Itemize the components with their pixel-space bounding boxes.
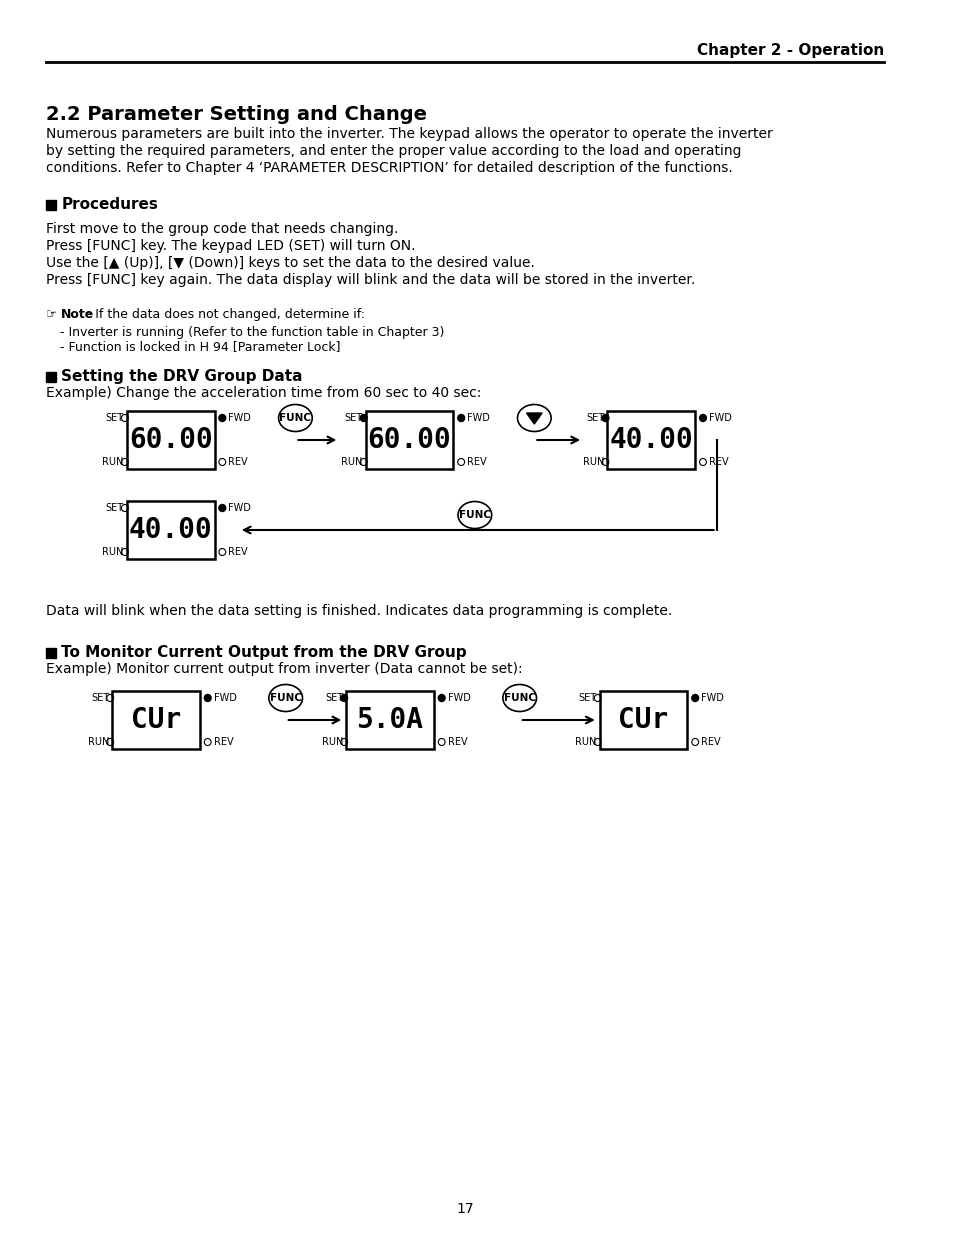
Text: RUN: RUN xyxy=(88,737,109,747)
Text: - Inverter is running (Refer to the function table in Chapter 3): - Inverter is running (Refer to the func… xyxy=(60,326,444,338)
Text: RUN: RUN xyxy=(582,457,604,467)
Text: Use the [▲ (Up)], [▼ (Down)] keys to set the data to the desired value.: Use the [▲ (Up)], [▼ (Down)] keys to set… xyxy=(46,256,534,270)
Text: FWD: FWD xyxy=(700,693,723,703)
Bar xyxy=(365,411,453,469)
Text: Press [FUNC] key. The keypad LED (SET) will turn ON.: Press [FUNC] key. The keypad LED (SET) w… xyxy=(46,240,415,253)
Bar xyxy=(127,501,214,559)
Text: SET: SET xyxy=(325,693,343,703)
Bar xyxy=(46,200,55,210)
Text: FUNC: FUNC xyxy=(503,693,536,703)
Text: RUN: RUN xyxy=(102,457,124,467)
Ellipse shape xyxy=(502,684,536,711)
Text: Numerous parameters are built into the inverter. The keypad allows the operator : Numerous parameters are built into the i… xyxy=(46,127,772,141)
Text: RUN: RUN xyxy=(321,737,343,747)
Text: 40.00: 40.00 xyxy=(609,426,693,454)
Ellipse shape xyxy=(278,405,312,431)
Polygon shape xyxy=(526,412,541,424)
Circle shape xyxy=(699,415,705,421)
Text: FUNC: FUNC xyxy=(458,510,491,520)
Text: SET: SET xyxy=(91,693,109,703)
Bar xyxy=(346,692,434,748)
Text: - Function is locked in H 94 [Parameter Lock]: - Function is locked in H 94 [Parameter … xyxy=(60,340,340,353)
Circle shape xyxy=(204,694,211,701)
Text: FWD: FWD xyxy=(228,412,251,424)
Bar xyxy=(112,692,200,748)
Text: To Monitor Current Output from the DRV Group: To Monitor Current Output from the DRV G… xyxy=(61,645,467,659)
Circle shape xyxy=(691,694,698,701)
Text: 40.00: 40.00 xyxy=(129,516,213,543)
Text: 17: 17 xyxy=(456,1202,474,1216)
Text: FWD: FWD xyxy=(708,412,731,424)
Text: FUNC: FUNC xyxy=(279,412,311,424)
Text: Data will blink when the data setting is finished. Indicates data programming is: Data will blink when the data setting is… xyxy=(46,604,671,618)
Text: by setting the required parameters, and enter the proper value according to the : by setting the required parameters, and … xyxy=(46,144,740,158)
Text: 60.00: 60.00 xyxy=(367,426,451,454)
Text: SET: SET xyxy=(586,412,604,424)
Text: SET: SET xyxy=(106,503,124,513)
Text: SET: SET xyxy=(344,412,362,424)
Text: CUr: CUr xyxy=(131,706,181,734)
Text: FWD: FWD xyxy=(213,693,236,703)
Text: REV: REV xyxy=(467,457,486,467)
Ellipse shape xyxy=(269,684,302,711)
Text: CUr: CUr xyxy=(618,706,668,734)
Text: conditions. Refer to Chapter 4 ‘PARAMETER DESCRIPTION’ for detailed description : conditions. Refer to Chapter 4 ‘PARAMETE… xyxy=(46,161,732,175)
Text: REV: REV xyxy=(447,737,467,747)
Text: REV: REV xyxy=(708,457,728,467)
Circle shape xyxy=(437,694,445,701)
Text: RUN: RUN xyxy=(575,737,596,747)
Text: Procedures: Procedures xyxy=(61,198,158,212)
Ellipse shape xyxy=(517,405,551,431)
Text: FWD: FWD xyxy=(447,693,470,703)
Ellipse shape xyxy=(457,501,491,529)
Circle shape xyxy=(340,694,347,701)
Text: : If the data does not changed, determine if:: : If the data does not changed, determin… xyxy=(87,308,364,321)
Text: REV: REV xyxy=(228,547,248,557)
Text: FWD: FWD xyxy=(228,503,251,513)
Text: 60.00: 60.00 xyxy=(129,426,213,454)
Text: Press [FUNC] key again. The data display will blink and the data will be stored : Press [FUNC] key again. The data display… xyxy=(46,273,695,287)
Circle shape xyxy=(601,415,608,421)
Text: 5.0A: 5.0A xyxy=(356,706,423,734)
Bar xyxy=(599,692,687,748)
Text: Chapter 2 - Operation: Chapter 2 - Operation xyxy=(697,43,883,58)
Bar xyxy=(127,411,214,469)
Text: REV: REV xyxy=(228,457,248,467)
Text: RUN: RUN xyxy=(341,457,362,467)
Text: Example) Monitor current output from inverter (Data cannot be set):: Example) Monitor current output from inv… xyxy=(46,662,522,676)
Circle shape xyxy=(218,415,226,421)
Text: REV: REV xyxy=(700,737,720,747)
Bar xyxy=(46,648,55,658)
Text: FWD: FWD xyxy=(467,412,490,424)
Text: SET: SET xyxy=(106,412,124,424)
Text: RUN: RUN xyxy=(102,547,124,557)
Bar xyxy=(46,372,55,382)
Text: Setting the DRV Group Data: Setting the DRV Group Data xyxy=(61,369,303,384)
Circle shape xyxy=(457,415,464,421)
Text: First move to the group code that needs changing.: First move to the group code that needs … xyxy=(46,222,397,236)
Text: Example) Change the acceleration time from 60 sec to 40 sec:: Example) Change the acceleration time fr… xyxy=(46,387,480,400)
Circle shape xyxy=(218,505,226,511)
Text: REV: REV xyxy=(213,737,233,747)
Text: Note: Note xyxy=(60,308,93,321)
Text: SET: SET xyxy=(578,693,596,703)
Text: FUNC: FUNC xyxy=(270,693,301,703)
Text: 2.2 Parameter Setting and Change: 2.2 Parameter Setting and Change xyxy=(46,105,426,124)
Circle shape xyxy=(360,415,367,421)
Text: ☞: ☞ xyxy=(46,308,57,321)
Bar xyxy=(607,411,695,469)
